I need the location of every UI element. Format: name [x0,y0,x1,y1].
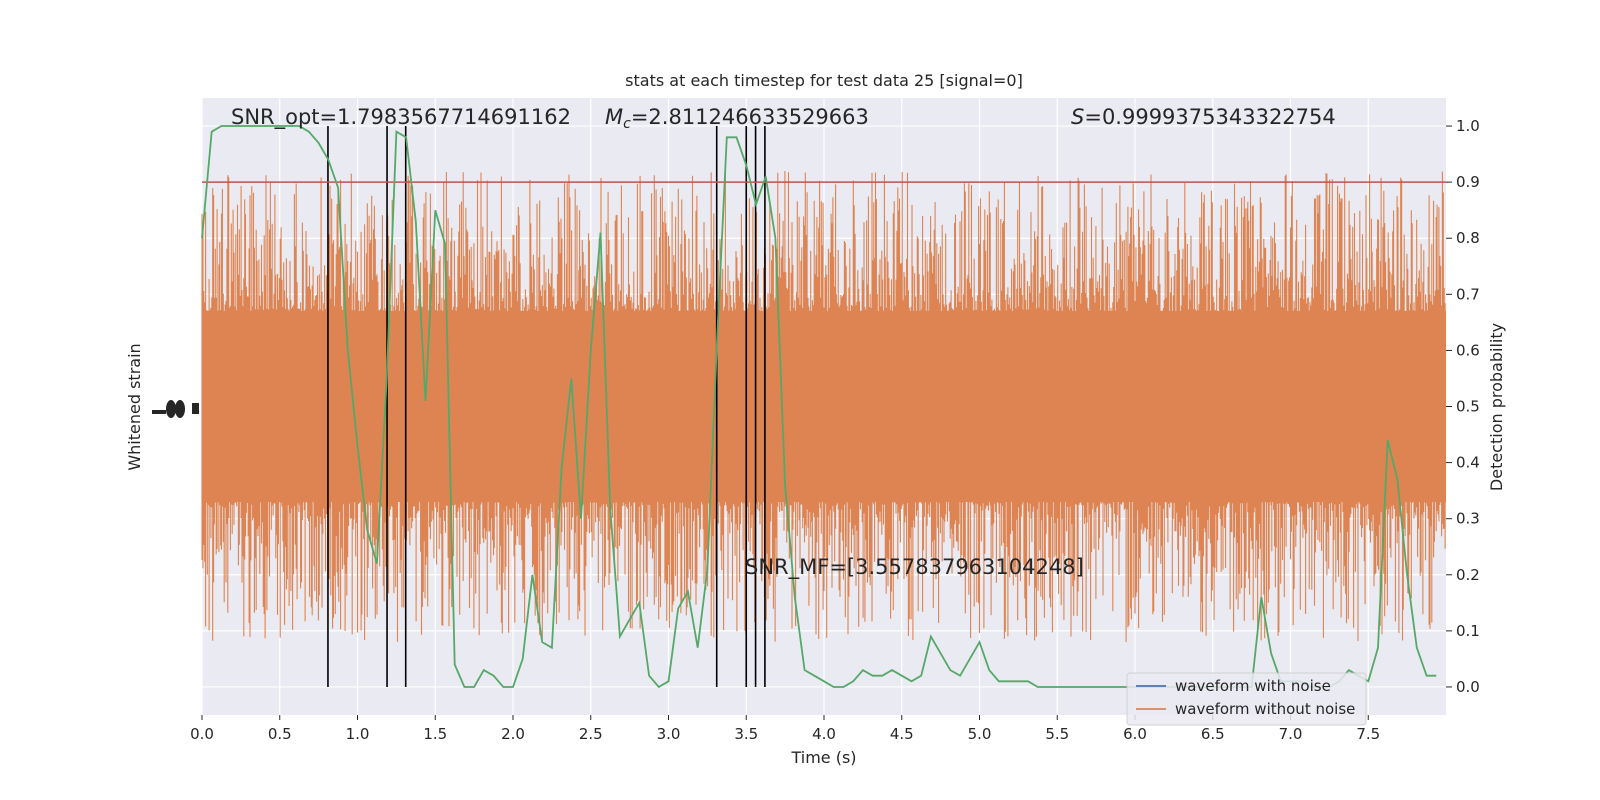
left-tick-mark [152,410,166,414]
mc-symbol: M [605,105,623,129]
mc-subscript: c [623,116,631,132]
y-tick-label: 0.8 [1456,229,1480,247]
y-tick-label: 0.4 [1456,454,1480,472]
y-tick-label: 0.5 [1456,398,1480,416]
right-y-axis-label: Detection probability [1487,323,1506,491]
x-axis-ticks: 0.0 0.5 1.0 1.5 2.0 2.5 3.0 3.5 4.0 4.5 5.0 5.5 6.0 6… [190,715,1380,743]
snr-mf-annotation: SNR_MF=[3.557837963104248] [745,555,1084,580]
left-tick-mark [175,400,185,418]
legend-label-with-noise: waveform with noise [1175,677,1331,695]
x-tick-label: 6.5 [1201,725,1225,743]
x-tick-label: 0.0 [190,725,214,743]
y-tick-label: 0.0 [1456,678,1480,696]
x-axis-label: Time (s) [790,748,856,767]
legend-label-without-noise: waveform without noise [1175,700,1355,718]
x-tick-label: 2.5 [579,725,603,743]
x-tick-label: 3.0 [657,725,681,743]
left-tick-mark [192,403,199,414]
y-tick-label: 0.3 [1456,510,1480,528]
x-tick-label: 1.5 [423,725,447,743]
left-axis-squished-ticks [152,400,199,418]
legend-box [1126,672,1367,726]
left-tick-mark [166,400,176,418]
y-tick-label: 0.2 [1456,566,1480,584]
right-y-axis-ticks: 0.0 0.1 0.2 0.3 0.4 0.5 0.6 0.7 0.8 0.9 1.0 [1446,117,1480,696]
x-tick-label: 5.0 [968,725,992,743]
s-annotation: S=0.9999375343322754 [1071,105,1336,129]
x-tick-label: 3.5 [734,725,758,743]
x-tick-label: 2.0 [501,725,525,743]
x-tick-label: 4.5 [890,725,914,743]
mc-value: =2.811246633529663 [631,105,869,129]
event-vertical-lines [327,126,766,687]
chart-title: stats at each timestep for test data 25 … [625,71,1023,90]
legend: waveform with noise waveform without noi… [1126,672,1367,726]
y-tick-label: 0.1 [1456,622,1480,640]
y-tick-label: 1.0 [1456,117,1480,135]
x-tick-label: 1.0 [346,725,370,743]
waveform-without-noise-series [201,171,1446,642]
s-value: =0.9999375343322754 [1084,105,1335,129]
x-tick-label: 7.0 [1279,725,1303,743]
x-tick-label: 4.0 [812,725,836,743]
y-tick-label: 0.9 [1456,173,1480,191]
x-tick-label: 7.5 [1356,725,1380,743]
y-tick-label: 0.6 [1456,341,1480,359]
x-tick-label: 6.0 [1123,725,1147,743]
mc-annotation: Mc=2.811246633529663 [605,105,869,132]
x-tick-label: 5.5 [1045,725,1069,743]
s-symbol: S [1071,105,1084,129]
left-y-axis-label: Whitened strain [125,343,144,470]
x-tick-label: 0.5 [268,725,292,743]
y-tick-label: 0.7 [1456,285,1480,303]
waveform-spikes [201,171,1446,642]
snr-opt-annotation: SNR_opt=1.7983567714691162 [231,105,571,130]
